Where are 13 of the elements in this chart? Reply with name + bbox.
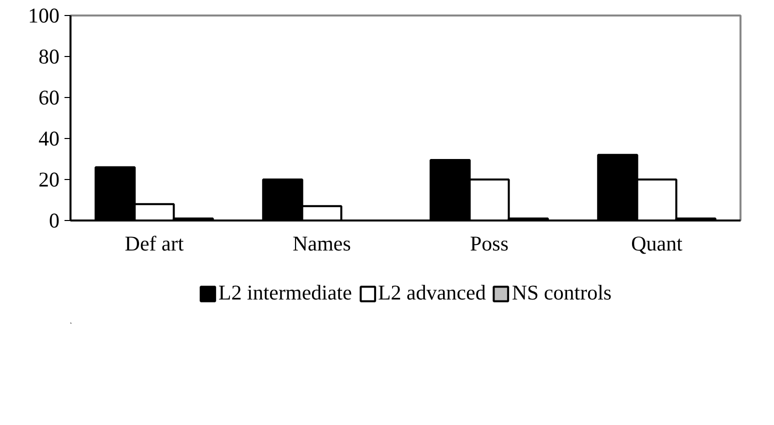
x-tick-label: Names	[292, 232, 351, 256]
legend-label: L2 intermediate	[218, 280, 352, 306]
legend-label: L2 advanced	[378, 280, 486, 306]
y-tick-label: 60	[38, 86, 60, 110]
y-tick-label: 80	[38, 44, 60, 68]
y-tick-label: 100	[28, 4, 60, 28]
y-tick-label: 40	[38, 126, 60, 150]
legend-label: NS controls	[512, 280, 612, 306]
x-tick-label: Def art	[124, 232, 184, 256]
x-tick-label: Quant	[631, 232, 683, 256]
x-tick-label: Poss	[470, 232, 509, 256]
y-tick-label: 0	[49, 208, 60, 232]
y-tick-label: 20	[38, 168, 60, 192]
